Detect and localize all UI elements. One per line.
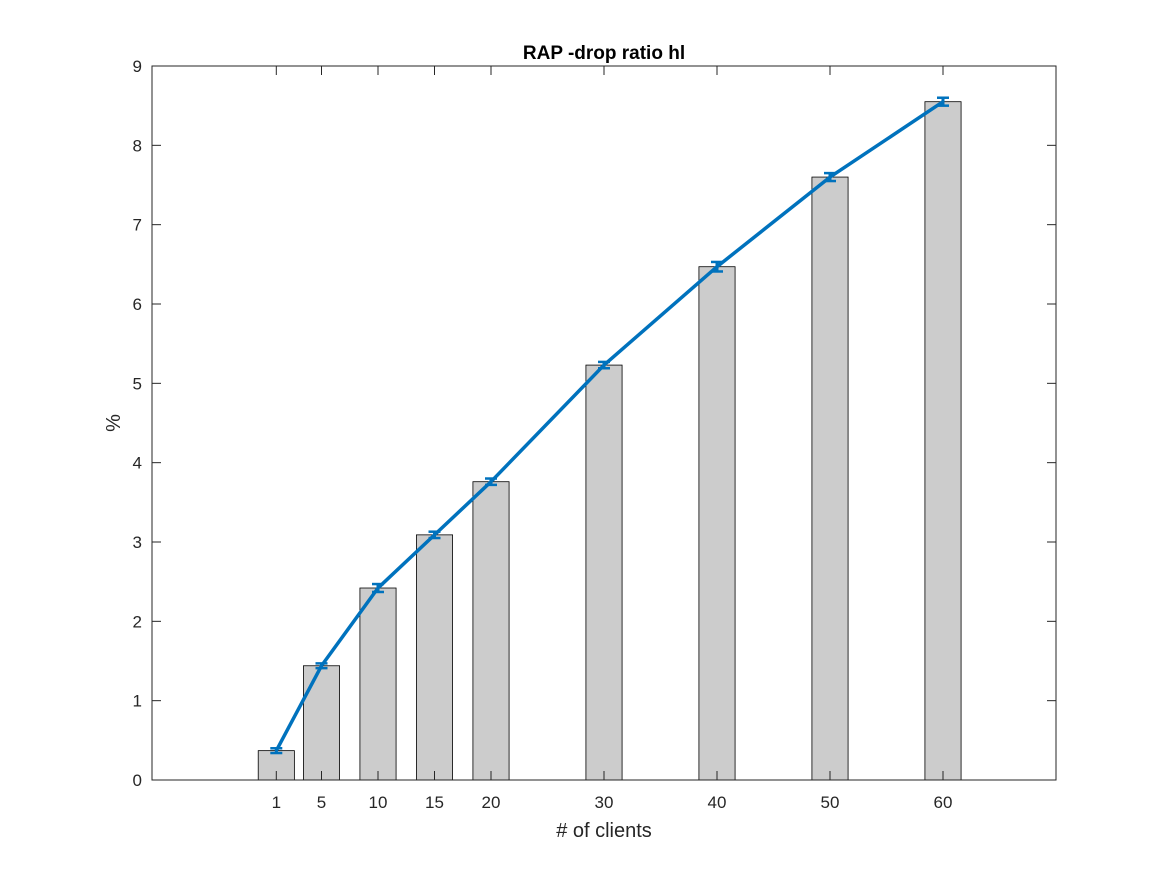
error-bar — [428, 530, 441, 540]
error-bar — [598, 360, 610, 370]
bar — [416, 534, 453, 781]
error-bar — [372, 582, 384, 594]
x-tick-label: 60 — [934, 793, 953, 812]
error-bar — [937, 96, 949, 107]
x-tick-label: 5 — [317, 793, 326, 812]
bar — [303, 665, 340, 781]
x-tick-label: 15 — [425, 793, 444, 812]
error-bar — [485, 477, 497, 487]
bar — [359, 587, 397, 781]
y-tick-label: 5 — [133, 374, 142, 393]
error-bar — [270, 747, 283, 755]
bar — [585, 364, 623, 781]
y-axis-label: % — [103, 414, 125, 432]
y-tick-label: 3 — [133, 533, 142, 552]
x-tick-label: 50 — [821, 793, 840, 812]
x-tick-label: 20 — [482, 793, 501, 812]
x-tick-label: 1 — [272, 793, 281, 812]
x-axis-label: # of clients — [556, 820, 652, 842]
error-bar — [315, 662, 328, 670]
x-tick-label: 40 — [708, 793, 727, 812]
y-tick-label: 9 — [133, 57, 142, 76]
bar — [924, 101, 962, 781]
y-tick-label: 4 — [133, 454, 142, 473]
y-tick-label: 8 — [133, 136, 142, 155]
y-tick-label: 6 — [133, 295, 142, 314]
bar — [698, 266, 736, 781]
error-bar — [711, 260, 723, 273]
bar-group — [257, 101, 962, 781]
y-tick-label: 7 — [133, 216, 142, 235]
y-tick-label: 2 — [133, 612, 142, 631]
bar — [811, 176, 849, 781]
x-tick-label: 30 — [595, 793, 614, 812]
bar — [472, 481, 510, 781]
x-tick-label: 10 — [369, 793, 388, 812]
y-tick-label: 0 — [133, 771, 142, 790]
error-bar — [824, 171, 836, 183]
line-group — [270, 96, 949, 755]
chart-title: RAP -drop ratio hl — [523, 43, 685, 64]
y-tick-label: 1 — [133, 692, 142, 711]
